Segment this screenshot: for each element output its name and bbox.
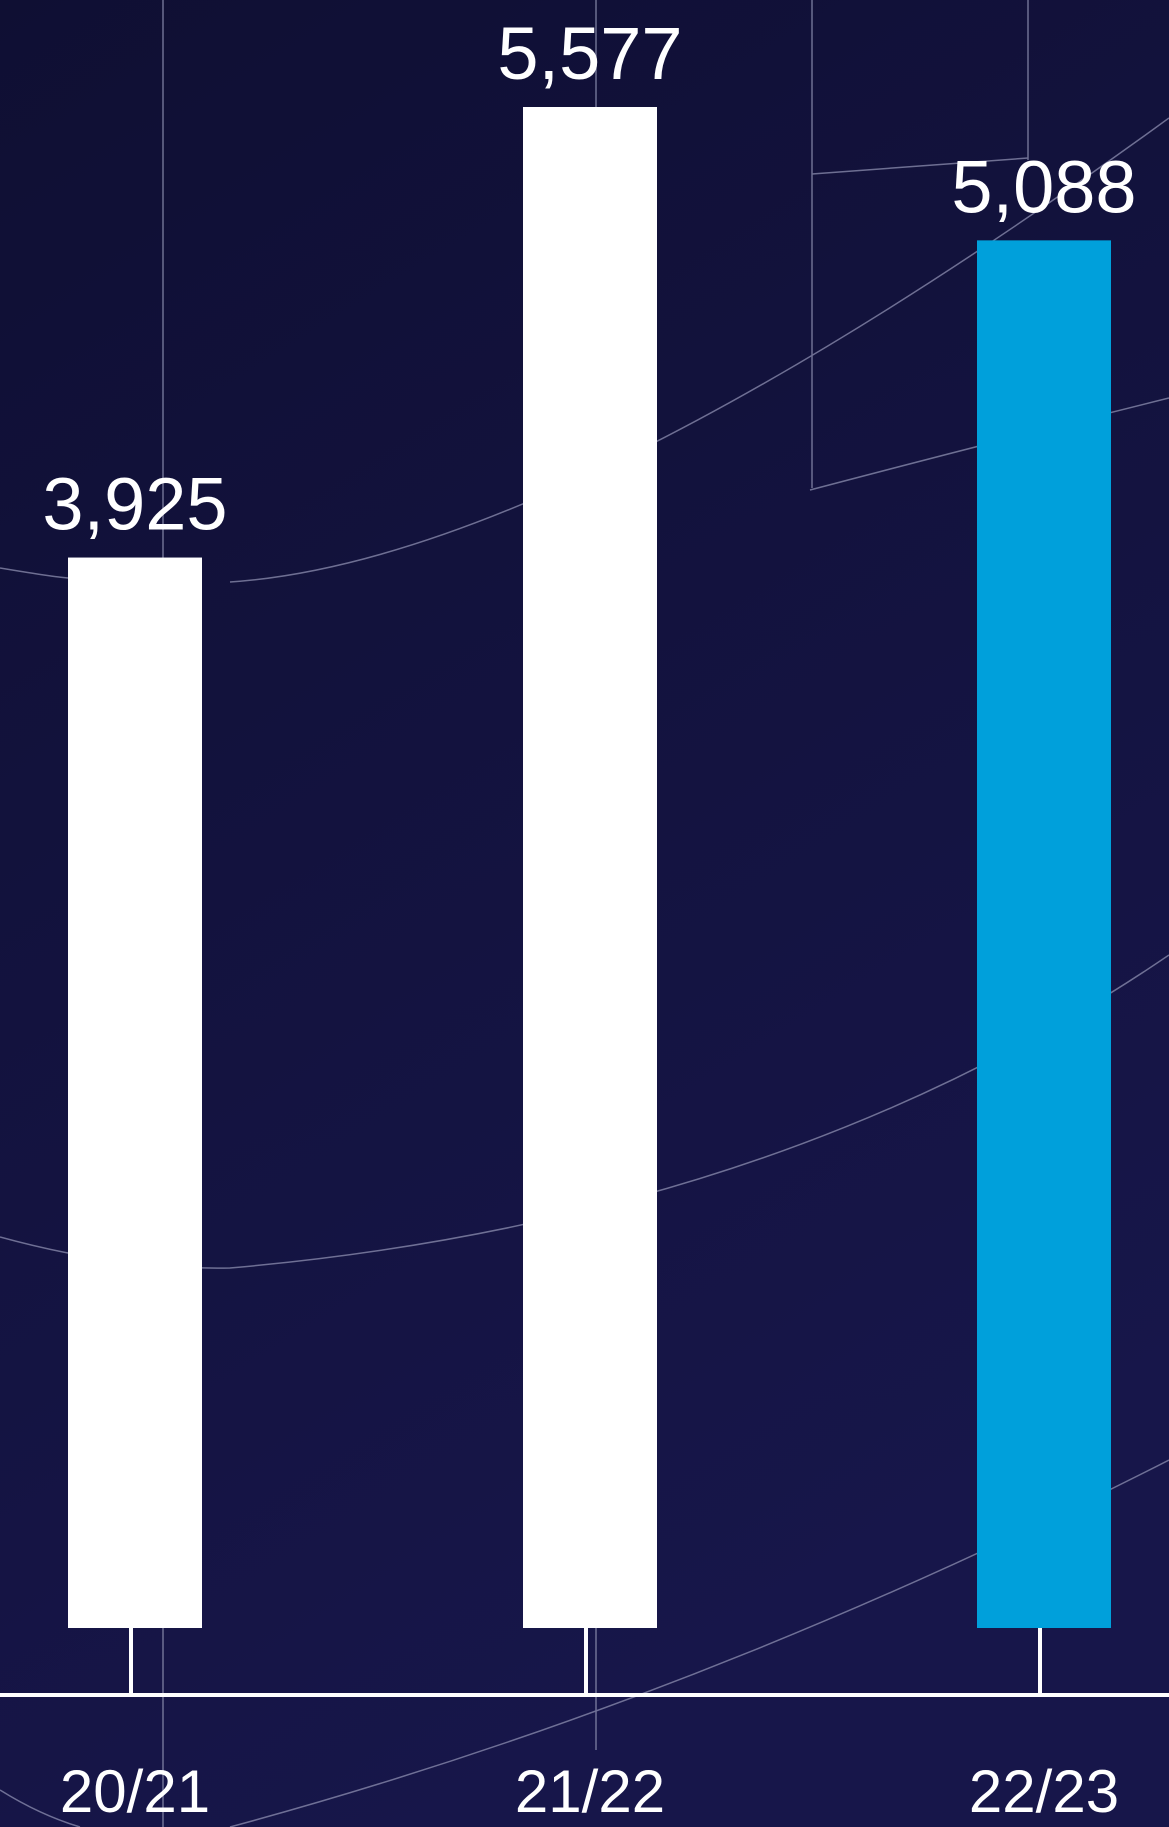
value-labels: 3,925 5,577 5,088 (42, 12, 1136, 546)
decor-lat-1 (811, 157, 1029, 175)
axis-ticks (129, 1628, 1042, 1695)
bars-layer (68, 107, 1111, 1629)
value-label: 5,577 (497, 12, 682, 95)
category-label: 21/22 (515, 1758, 665, 1825)
decor-arc-4 (0, 1789, 81, 1827)
category-labels: 20/21 21/22 22/23 (60, 1758, 1119, 1825)
category-label: 22/23 (969, 1758, 1119, 1825)
bar-20-21 (68, 557, 202, 1629)
category-label: 20/21 (60, 1758, 210, 1825)
bar-21-22 (523, 107, 657, 1628)
value-label: 3,925 (42, 463, 227, 546)
bar-22-23 (977, 240, 1111, 1628)
value-label: 5,088 (951, 145, 1136, 228)
